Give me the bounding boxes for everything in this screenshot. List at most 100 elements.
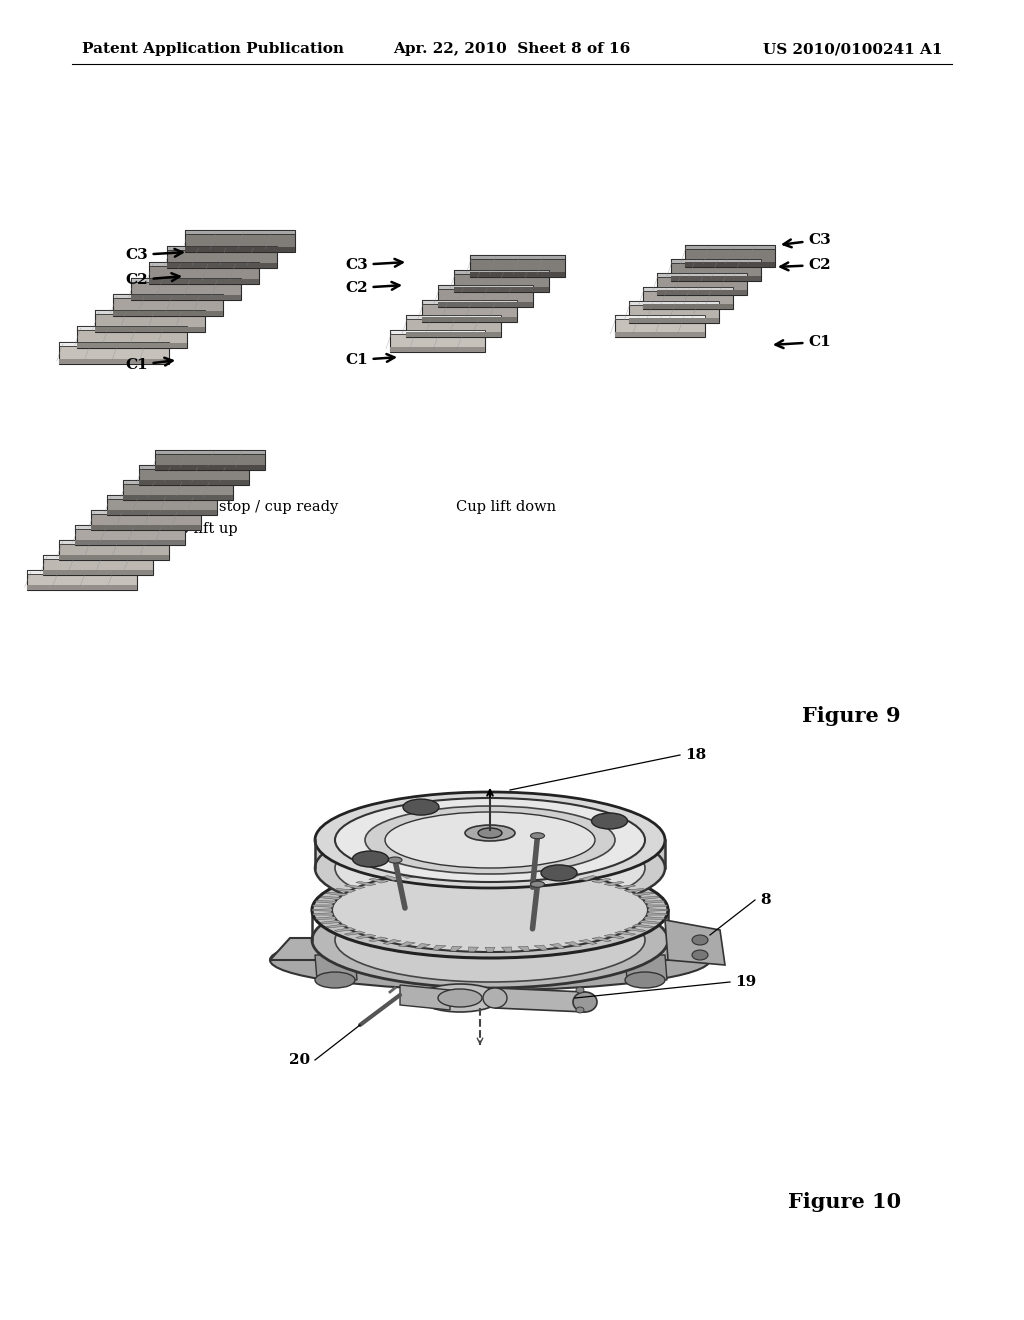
Polygon shape	[632, 892, 653, 896]
Polygon shape	[470, 255, 565, 277]
Polygon shape	[665, 920, 725, 965]
Polygon shape	[327, 924, 348, 928]
Polygon shape	[604, 935, 625, 939]
Polygon shape	[643, 304, 733, 309]
Polygon shape	[312, 909, 332, 911]
Text: US 2010/0100241 A1: US 2010/0100241 A1	[763, 42, 942, 57]
Polygon shape	[155, 450, 265, 454]
Polygon shape	[592, 937, 611, 941]
Polygon shape	[185, 247, 295, 252]
Polygon shape	[579, 940, 597, 944]
Polygon shape	[95, 327, 205, 333]
Polygon shape	[113, 294, 223, 315]
Polygon shape	[422, 300, 517, 304]
Polygon shape	[75, 540, 185, 545]
Polygon shape	[91, 510, 201, 513]
Polygon shape	[502, 946, 511, 952]
Polygon shape	[75, 525, 185, 545]
Polygon shape	[518, 869, 529, 874]
Polygon shape	[625, 888, 645, 892]
Text: C3: C3	[783, 234, 830, 247]
Polygon shape	[390, 330, 485, 352]
Ellipse shape	[530, 882, 545, 887]
Polygon shape	[550, 944, 565, 949]
Polygon shape	[643, 286, 733, 290]
Text: C2: C2	[780, 257, 830, 272]
Polygon shape	[319, 896, 341, 900]
Polygon shape	[657, 273, 746, 277]
Polygon shape	[139, 465, 249, 469]
Ellipse shape	[575, 987, 584, 993]
Polygon shape	[648, 909, 668, 911]
Polygon shape	[406, 333, 501, 337]
Polygon shape	[77, 326, 187, 348]
Polygon shape	[604, 882, 625, 886]
Ellipse shape	[483, 987, 507, 1008]
Text: C2: C2	[125, 273, 179, 286]
Text: Cup lift stop / cup ready: Cup lift stop / cup ready	[159, 500, 338, 513]
Polygon shape	[579, 875, 597, 880]
Ellipse shape	[335, 826, 645, 909]
Ellipse shape	[541, 865, 577, 880]
Polygon shape	[615, 333, 705, 337]
Polygon shape	[535, 870, 548, 875]
Polygon shape	[123, 495, 233, 500]
Ellipse shape	[420, 983, 500, 1012]
Polygon shape	[185, 230, 295, 234]
Polygon shape	[614, 884, 636, 890]
Polygon shape	[454, 286, 549, 292]
Polygon shape	[344, 931, 366, 935]
Polygon shape	[518, 946, 529, 952]
Polygon shape	[185, 230, 295, 252]
Polygon shape	[315, 954, 357, 979]
Polygon shape	[131, 279, 241, 300]
Polygon shape	[155, 450, 265, 470]
Polygon shape	[671, 259, 761, 263]
Text: Figure 9: Figure 9	[803, 706, 901, 726]
Polygon shape	[167, 246, 278, 249]
Polygon shape	[564, 941, 582, 946]
Polygon shape	[113, 294, 223, 298]
Polygon shape	[369, 937, 388, 941]
Ellipse shape	[388, 857, 402, 863]
Ellipse shape	[312, 892, 668, 987]
Ellipse shape	[573, 993, 597, 1012]
Polygon shape	[335, 888, 355, 892]
Text: Cup lift down: Cup lift down	[456, 500, 556, 513]
Text: 20: 20	[289, 1053, 310, 1067]
Polygon shape	[95, 310, 205, 314]
Text: C1: C1	[125, 358, 172, 372]
Text: Patent Application Publication: Patent Application Publication	[82, 42, 344, 57]
Polygon shape	[470, 272, 565, 277]
Polygon shape	[398, 941, 416, 946]
Polygon shape	[390, 330, 485, 334]
Polygon shape	[639, 896, 660, 900]
Polygon shape	[485, 948, 495, 952]
Polygon shape	[550, 871, 565, 876]
Polygon shape	[315, 916, 337, 919]
Polygon shape	[495, 987, 585, 1012]
Ellipse shape	[315, 820, 665, 916]
Polygon shape	[469, 869, 478, 873]
Text: C1: C1	[775, 335, 830, 348]
Polygon shape	[639, 920, 660, 924]
Polygon shape	[43, 554, 153, 576]
Ellipse shape	[465, 825, 515, 841]
Ellipse shape	[438, 989, 482, 1007]
Ellipse shape	[335, 898, 645, 982]
Polygon shape	[632, 924, 653, 928]
Polygon shape	[312, 906, 334, 907]
Polygon shape	[629, 318, 719, 323]
Polygon shape	[415, 944, 430, 949]
Polygon shape	[438, 285, 534, 308]
Polygon shape	[454, 271, 549, 275]
Polygon shape	[27, 570, 137, 574]
Polygon shape	[59, 540, 169, 560]
Polygon shape	[383, 875, 401, 880]
Ellipse shape	[315, 792, 665, 888]
Polygon shape	[398, 874, 416, 878]
Ellipse shape	[692, 935, 708, 945]
Polygon shape	[43, 554, 153, 558]
Text: C3: C3	[345, 257, 402, 272]
Text: 19: 19	[735, 975, 757, 989]
